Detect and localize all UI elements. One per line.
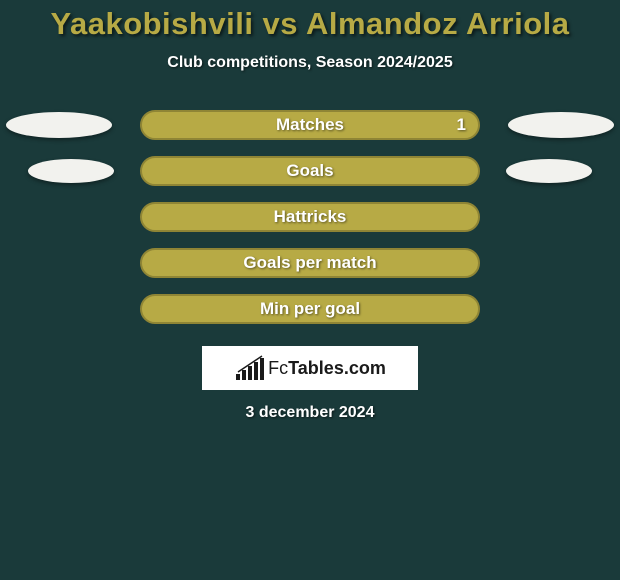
stat-row: Hattricks [0,194,620,240]
player-ellipse-left [28,159,114,183]
stat-label: Matches [276,115,344,135]
stat-rows: Matches 1 Goals Hattricks Goals per match Min… [0,102,620,332]
stat-row: Goals [0,148,620,194]
snapshot-date: 3 december 2024 [0,404,620,422]
stat-row: Goals per match [0,240,620,286]
bars-icon [234,354,264,382]
player-ellipse-right [506,159,592,183]
stat-label: Goals per match [243,253,376,273]
stat-label: Goals [286,161,333,181]
stat-pill: Min per goal [140,294,480,324]
stat-row: Matches 1 [0,102,620,148]
logo-text: FcTables.com [268,358,386,379]
logo-text-rest: Tables.com [288,358,386,378]
stat-pill: Goals [140,156,480,186]
player-ellipse-left [6,112,112,138]
logo-text-fc: Fc [268,358,288,378]
stat-value-right: 1 [457,115,466,135]
fctables-logo: FcTables.com [202,346,418,390]
stat-row: Min per goal [0,286,620,332]
comparison-subtitle: Club competitions, Season 2024/2025 [0,54,620,72]
comparison-title: Yaakobishvili vs Almandoz Arriola [0,0,620,42]
stat-pill: Goals per match [140,248,480,278]
stat-label: Min per goal [260,299,360,319]
stat-pill: Hattricks [140,202,480,232]
stat-label: Hattricks [274,207,347,227]
stat-pill: Matches 1 [140,110,480,140]
player-ellipse-right [508,112,614,138]
